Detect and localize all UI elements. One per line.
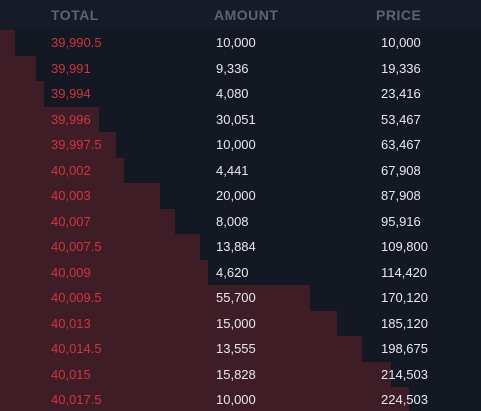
order-row[interactable]: 39,994 4,080 23,416 xyxy=(0,81,481,107)
order-row[interactable]: 39,996 30,051 53,467 xyxy=(0,106,481,132)
row-price: 95,916 xyxy=(381,213,421,229)
order-row[interactable]: 40,014.5 13,555 198,675 xyxy=(0,336,481,362)
depth-bar xyxy=(0,183,161,209)
row-price: 87,908 xyxy=(381,188,421,203)
order-row[interactable]: 40,007 8,008 95,916 xyxy=(0,208,481,234)
order-book-rows: 39,990.5 10,000 10,000 39,991 9,336 19,336 39,… xyxy=(0,30,481,411)
order-row[interactable]: 40,003 20,000 87,908 xyxy=(0,183,481,209)
row-amount: 13,884 xyxy=(216,239,256,254)
row-total: 39,997.5 xyxy=(51,137,102,152)
row-amount: 10,000 xyxy=(216,137,256,152)
row-amount: 20,000 xyxy=(216,188,256,203)
order-row[interactable]: 40,017.5 10,000 224,503 xyxy=(0,387,481,411)
order-row[interactable]: 39,997.5 10,000 63,467 xyxy=(0,132,481,158)
depth-bar xyxy=(0,30,16,56)
row-price: 63,467 xyxy=(381,137,421,152)
row-price: 67,908 xyxy=(381,162,421,178)
depth-bar xyxy=(0,208,175,234)
row-amount: 30,051 xyxy=(216,111,256,127)
row-amount: 10,000 xyxy=(216,392,256,407)
row-price: 214,503 xyxy=(381,366,428,382)
row-amount: 15,000 xyxy=(216,315,256,331)
depth-bar xyxy=(0,361,391,387)
row-price: 53,467 xyxy=(381,111,421,127)
row-amount: 4,080 xyxy=(216,86,249,101)
column-header-total[interactable]: TOTAL xyxy=(51,7,99,23)
depth-bar xyxy=(0,81,44,107)
row-amount: 10,000 xyxy=(216,35,256,50)
row-price: 224,503 xyxy=(381,392,428,407)
depth-bar xyxy=(0,234,200,260)
row-amount: 4,441 xyxy=(216,162,249,178)
depth-bar xyxy=(0,132,116,158)
depth-bar xyxy=(0,310,338,336)
order-row[interactable]: 40,009.5 55,700 170,120 xyxy=(0,285,481,311)
row-total: 39,990.5 xyxy=(51,35,102,50)
row-price: 198,675 xyxy=(381,341,428,356)
row-amount: 13,555 xyxy=(216,341,256,356)
order-row[interactable]: 40,015 15,828 214,503 xyxy=(0,361,481,387)
row-total: 40,017.5 xyxy=(51,392,102,407)
depth-bar xyxy=(0,106,99,132)
row-amount: 4,620 xyxy=(216,264,249,280)
row-price: 23,416 xyxy=(381,86,421,101)
order-row[interactable]: 40,009 4,620 114,420 xyxy=(0,259,481,285)
row-price: 19,336 xyxy=(381,60,421,76)
row-amount: 15,828 xyxy=(216,366,256,382)
depth-bar xyxy=(0,157,125,183)
row-total: 40,015 xyxy=(51,366,91,382)
row-amount: 9,336 xyxy=(216,60,249,76)
order-row[interactable]: 39,990.5 10,000 10,000 xyxy=(0,30,481,56)
row-total: 39,996 xyxy=(51,111,91,127)
row-amount: 55,700 xyxy=(216,290,256,305)
column-header-amount[interactable]: AMOUNT xyxy=(214,7,279,23)
depth-bar xyxy=(0,387,409,411)
row-total: 40,009 xyxy=(51,264,91,280)
row-price: 109,800 xyxy=(381,239,428,254)
row-total: 40,007 xyxy=(51,213,91,229)
row-total: 40,009.5 xyxy=(51,290,102,305)
order-row[interactable]: 40,002 4,441 67,908 xyxy=(0,157,481,183)
row-total: 40,013 xyxy=(51,315,91,331)
row-total: 40,002 xyxy=(51,162,91,178)
depth-bar xyxy=(0,259,209,285)
row-total: 40,014.5 xyxy=(51,341,102,356)
row-price: 10,000 xyxy=(381,35,421,50)
depth-bar xyxy=(0,336,362,362)
depth-bar xyxy=(0,285,310,311)
order-book-header: TOTAL AMOUNT PRICE xyxy=(0,0,481,30)
order-row[interactable]: 40,013 15,000 185,120 xyxy=(0,310,481,336)
row-price: 185,120 xyxy=(381,315,428,331)
column-header-price[interactable]: PRICE xyxy=(376,7,422,23)
row-total: 39,994 xyxy=(51,86,91,101)
row-total: 40,003 xyxy=(51,188,91,203)
depth-bar xyxy=(0,55,37,81)
row-total: 39,991 xyxy=(51,60,91,76)
row-total: 40,007.5 xyxy=(51,239,102,254)
row-price: 170,120 xyxy=(381,290,428,305)
order-row[interactable]: 40,007.5 13,884 109,800 xyxy=(0,234,481,260)
order-row[interactable]: 39,991 9,336 19,336 xyxy=(0,55,481,81)
row-amount: 8,008 xyxy=(216,213,249,229)
row-price: 114,420 xyxy=(381,264,428,280)
